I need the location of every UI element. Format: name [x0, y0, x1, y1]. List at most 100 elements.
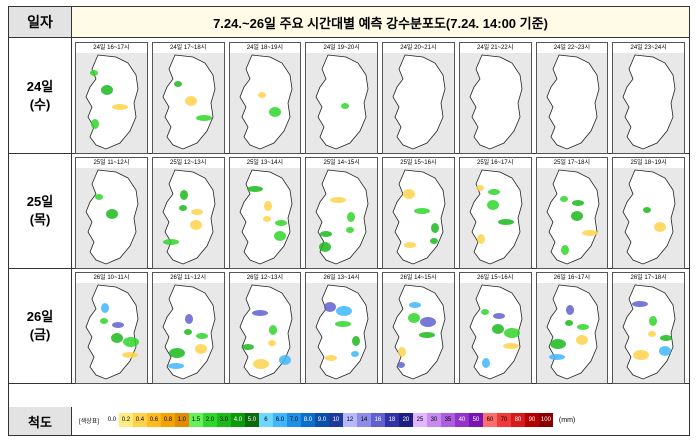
panel-time-label: 24일 20~21시: [383, 43, 454, 53]
precip-blob: [106, 209, 118, 219]
precip-blob: [341, 103, 350, 109]
land-outline: [239, 284, 292, 380]
panel-time-label: 24일 23~24시: [613, 43, 684, 53]
panel-time-label: 25일 16~17시: [459, 158, 531, 168]
legend-bin: 6: [258, 413, 273, 427]
precip-blob: [549, 339, 566, 349]
panel-time-label: 24일 17~18시: [152, 43, 224, 53]
panel-time-label: 26일 17~18시: [613, 273, 684, 283]
day-weekday: (목): [29, 211, 51, 227]
forecast-map-panel: 26일 17~18시: [612, 272, 685, 384]
precip-blob: [90, 70, 98, 76]
precip-blob: [503, 328, 520, 338]
panel-time-label: 25일 17~18시: [536, 158, 608, 168]
legend-bin: 1.5: [188, 413, 203, 427]
legend-bin: 100: [538, 413, 553, 427]
precip-blob: [273, 231, 286, 241]
precip-blob: [559, 196, 568, 202]
precip-blob: [419, 332, 435, 338]
legend-bin: 80: [510, 413, 525, 427]
precip-blob: [262, 216, 271, 222]
day-date: 25일: [26, 193, 54, 209]
legend-bin: 70: [496, 413, 511, 427]
land-outline: [392, 284, 446, 380]
panel-time-label: 24일 22~23시: [536, 43, 608, 53]
legend-bin: 0.6: [146, 413, 161, 427]
forecast-map-panel: 25일 13~14시: [228, 157, 302, 269]
precip-blob: [643, 207, 652, 213]
precip-blob: [502, 343, 519, 349]
legend-bin: 8.0: [300, 413, 315, 427]
precip-blob: [278, 355, 291, 365]
forecast-map-panel: 24일 19~20시: [305, 42, 378, 154]
precip-blob: [409, 302, 421, 308]
precip-blob: [492, 313, 505, 319]
precip-blob: [257, 92, 266, 98]
forecast-map-panel: 24일 21~22시: [458, 42, 532, 154]
forecast-map-panel: 26일 15~16시: [458, 272, 532, 384]
precip-blob: [648, 331, 657, 337]
legend-bin: 6.0: [272, 413, 287, 427]
precip-blob: [491, 324, 504, 334]
precip-blob: [194, 344, 207, 354]
panel-time-label: 24일 16~17시: [76, 43, 147, 53]
panel-time-label: 25일 11~12시: [76, 158, 147, 168]
korea-map: [152, 168, 224, 268]
korea-map: [459, 168, 531, 268]
precip-blob: [168, 348, 185, 358]
precip-blob: [564, 320, 573, 326]
precip-blob: [190, 209, 203, 215]
precip-blob: [352, 336, 361, 346]
legend-bin: 12: [342, 413, 357, 427]
precip-blob: [267, 340, 276, 346]
panel-time-label: 25일 14~15시: [306, 158, 377, 168]
precip-blob: [100, 318, 108, 324]
forecast-map-panel: 24일 20~21시: [382, 42, 455, 154]
korea-map: [613, 283, 685, 383]
precip-blob: [179, 190, 188, 200]
forecast-map-panel: 25일 16~17시: [458, 157, 532, 269]
precip-blob: [101, 85, 113, 95]
precip-blob: [476, 234, 485, 244]
legend-bin: 5.0: [244, 413, 259, 427]
precip-blob: [346, 227, 355, 233]
legend-bin: 30: [426, 413, 441, 427]
precip-blob: [241, 344, 254, 350]
legend-bin: 4.0: [230, 413, 245, 427]
precip-blob: [414, 208, 430, 214]
land-outline: [546, 54, 599, 150]
korea-map: [76, 168, 147, 268]
forecast-map-panel: 24일 18~19시: [228, 42, 302, 154]
precip-blob: [330, 197, 347, 203]
panel-strip: 24일 16~17시 24일 17~18시 24일 18~19시 24일 19~20시…: [75, 42, 685, 154]
panel-time-label: 26일 13~14시: [306, 273, 377, 283]
forecast-map-panel: 26일 12~13시: [228, 272, 302, 384]
date-column-header: 일자: [9, 7, 72, 37]
table-title: 7.24.~26일 주요 시간대별 예측 강수분포도(7.24. 14:00 기…: [72, 7, 689, 37]
korea-map: [306, 168, 378, 268]
korea-map: [229, 168, 301, 268]
forecast-map-panel: 26일 16~17시: [535, 272, 609, 384]
panel-time-label: 26일 15~16시: [459, 273, 531, 283]
land-outline: [315, 54, 369, 150]
korea-map: [536, 168, 608, 268]
panel-time-label: 24일 19~20시: [306, 43, 377, 53]
korea-map: [459, 53, 531, 153]
legend-bin: 0.0: [104, 413, 119, 427]
forecast-map-panel: 26일 13~14시: [305, 272, 378, 384]
day-label: 25일 (목): [9, 153, 72, 268]
header-row: 일자 7.24.~26일 주요 시간대별 예측 강수분포도(7.24. 14:0…: [9, 7, 689, 38]
precip-blob: [246, 186, 263, 192]
panel-time-label: 25일 18~19시: [613, 158, 684, 168]
forecast-table: 일자 7.24.~26일 주요 시간대별 예측 강수분포도(7.24. 14:0…: [8, 6, 690, 436]
forecast-map-panel: 26일 14~15시: [382, 272, 455, 384]
korea-map: [459, 283, 531, 383]
precip-blob: [167, 363, 184, 369]
precip-blob: [183, 329, 192, 335]
precip-blob: [497, 219, 514, 225]
korea-map: [383, 283, 454, 383]
korea-map: [306, 53, 378, 153]
precip-blob: [320, 231, 333, 237]
precip-blob: [481, 358, 490, 368]
day-label: 24일 (수): [9, 38, 72, 153]
